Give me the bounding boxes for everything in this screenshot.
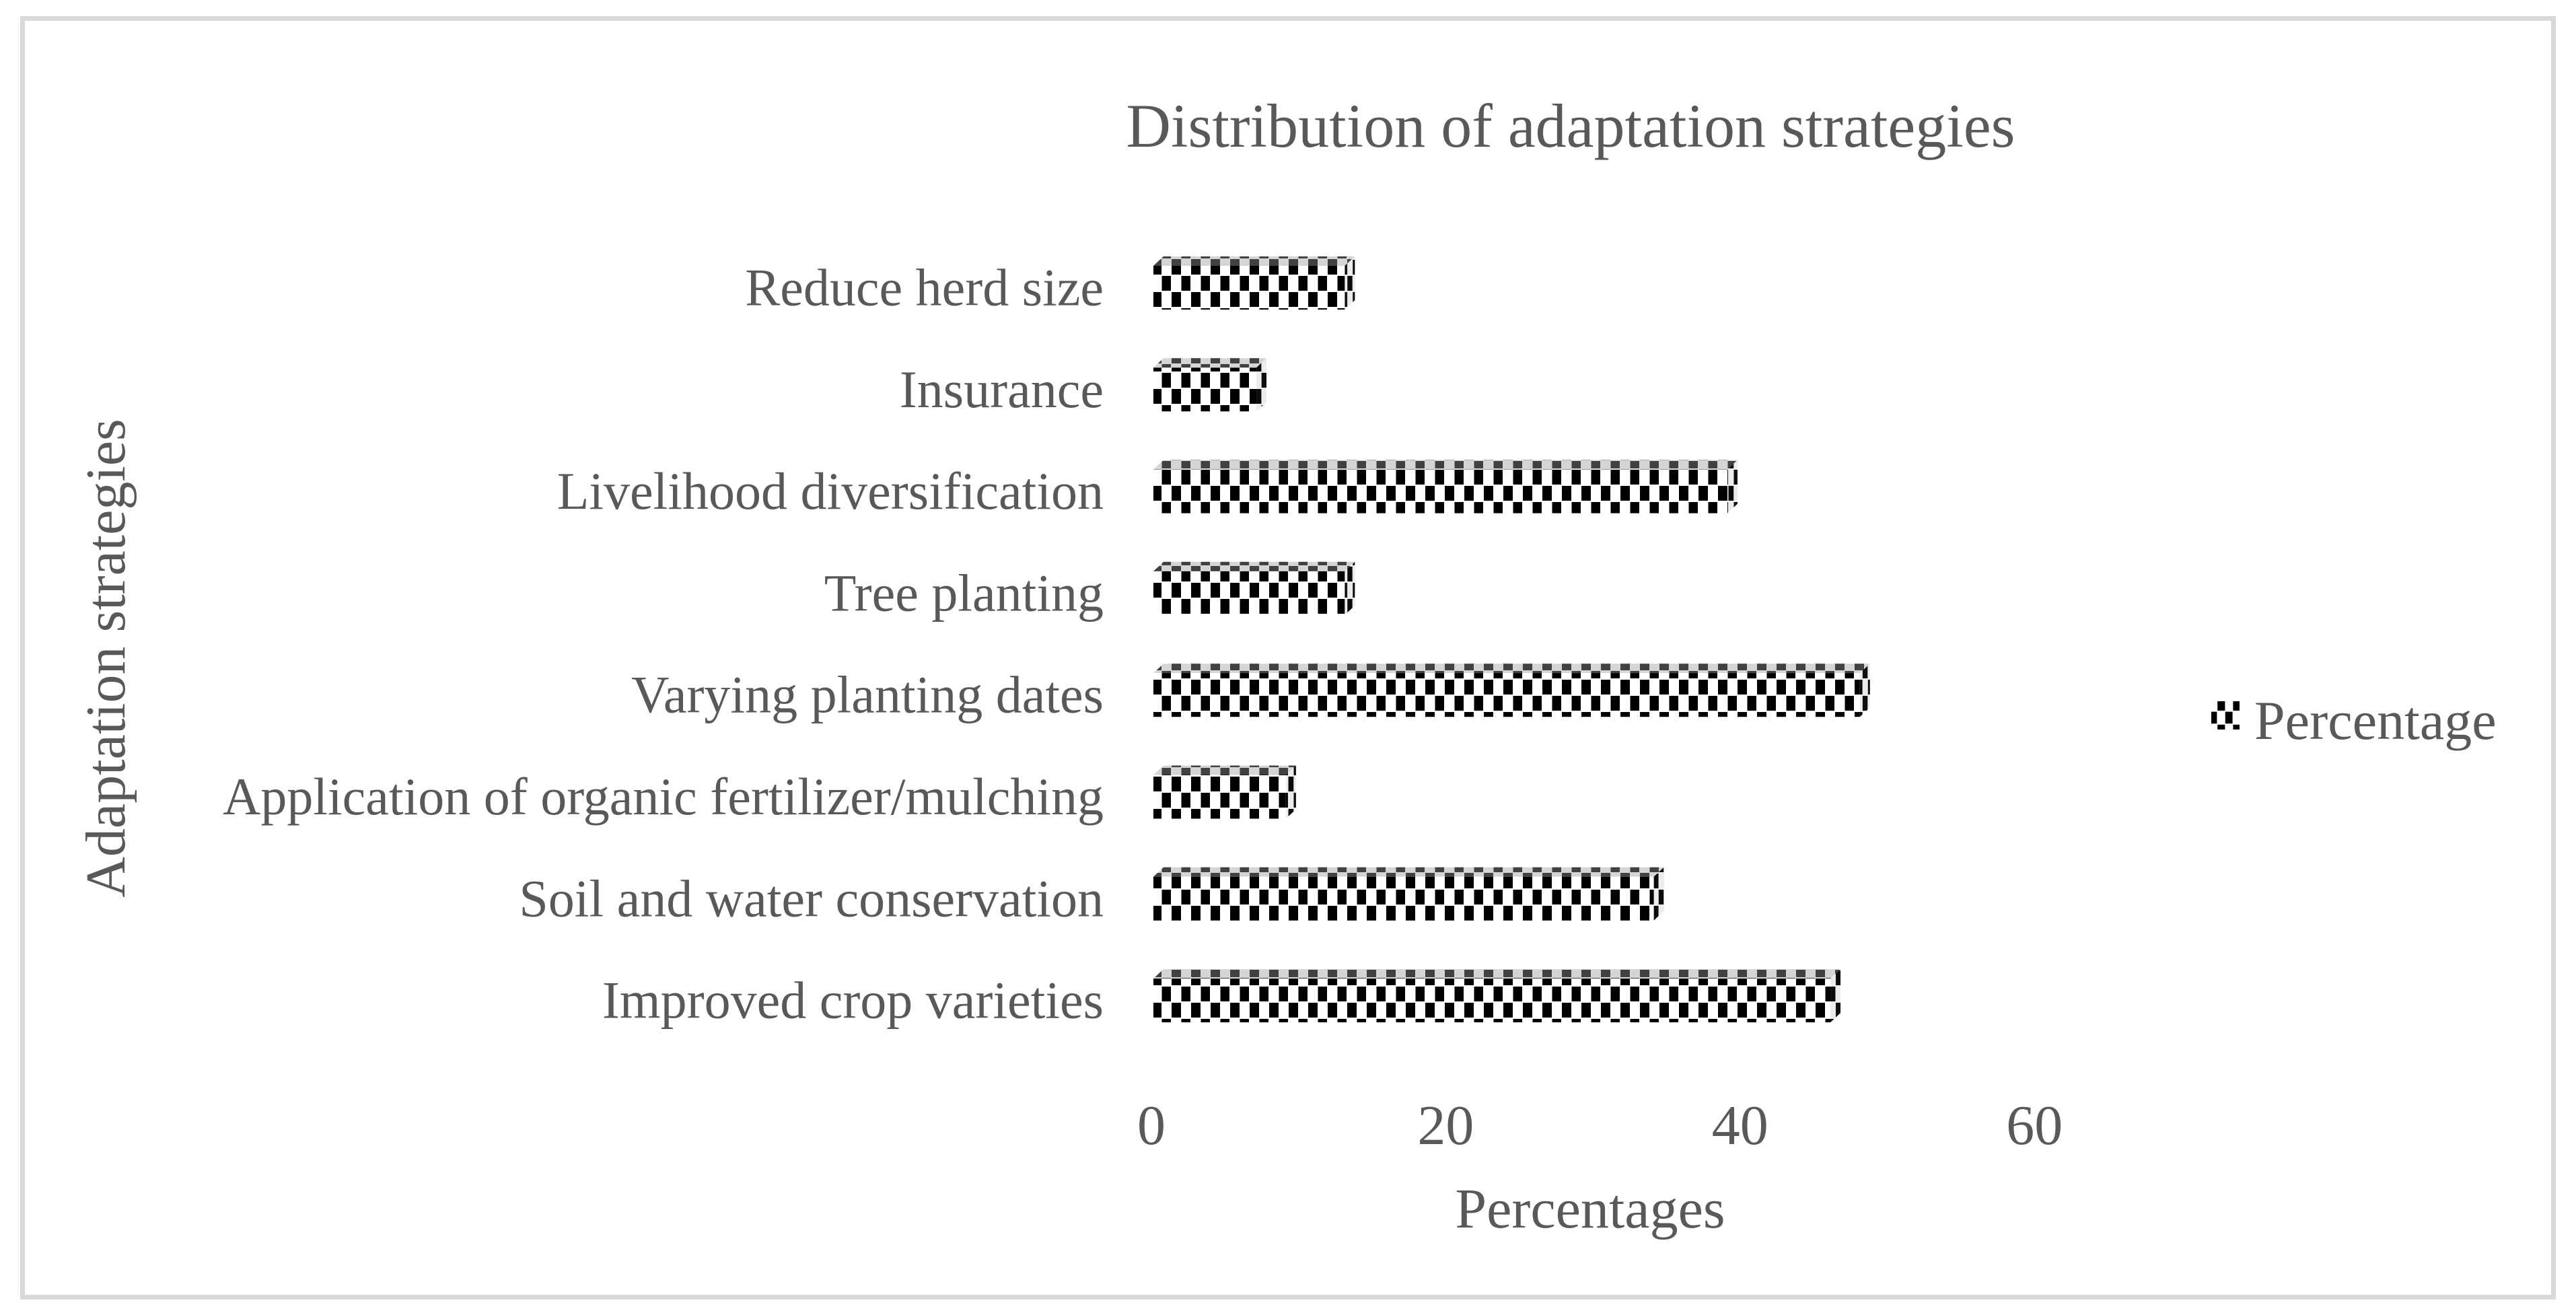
bar-3d bbox=[1153, 358, 1267, 412]
bar-top-shade bbox=[1153, 358, 1267, 368]
bar-side-shade bbox=[1285, 765, 1296, 819]
bar-top-face bbox=[1153, 969, 1841, 979]
bar-3d bbox=[1153, 867, 1664, 921]
bar-top-shade bbox=[1153, 460, 1738, 470]
bar-3d bbox=[1153, 969, 1841, 1023]
chart-title: Distribution of adaptation strategies bbox=[1126, 92, 2015, 160]
category-label: Reduce herd size bbox=[745, 258, 1104, 317]
chart-border bbox=[20, 16, 2556, 1300]
bar-side-face bbox=[1256, 358, 1267, 412]
bar-top-face bbox=[1153, 561, 1355, 571]
category-label: Soil and water conservation bbox=[519, 869, 1104, 927]
bar-3d bbox=[1153, 460, 1738, 513]
x-tick-labels-group: 0 20 40 60 bbox=[1137, 1094, 2063, 1157]
bar-side-shade bbox=[1345, 256, 1355, 310]
bar-front-face bbox=[1153, 571, 1345, 615]
x-tick-label: 40 bbox=[1712, 1094, 1768, 1157]
bar-top-shade bbox=[1153, 969, 1841, 979]
y-axis-title: Adaptation strategies bbox=[75, 419, 137, 897]
bar-3d bbox=[1153, 664, 1870, 717]
bars-group bbox=[1153, 256, 1870, 1023]
bar-side-face bbox=[1830, 969, 1841, 1023]
bar-top-shade bbox=[1153, 664, 1870, 674]
bar-top-face bbox=[1153, 460, 1738, 470]
x-tick-label: 20 bbox=[1417, 1094, 1474, 1157]
category-label: Improved crop varieties bbox=[602, 971, 1104, 1030]
bar-side-shade bbox=[1653, 867, 1664, 921]
legend-label: Percentage bbox=[2254, 690, 2497, 751]
bar-top-face bbox=[1153, 256, 1355, 266]
bar-side-face bbox=[1727, 460, 1738, 513]
legend-checkered-marker-icon bbox=[2211, 701, 2240, 730]
category-label: Application of organic fertilizer/mulchi… bbox=[223, 767, 1104, 826]
bar-front-face bbox=[1153, 673, 1860, 717]
bar-side-face bbox=[1345, 561, 1355, 615]
category-label: Varying planting dates bbox=[631, 666, 1104, 724]
category-label: Tree planting bbox=[824, 563, 1104, 622]
bar-side-shade bbox=[1256, 358, 1267, 412]
bar-top-shade bbox=[1153, 561, 1355, 571]
bar-top-shade bbox=[1153, 867, 1664, 877]
bar-side-face bbox=[1285, 765, 1296, 819]
bar-3d bbox=[1153, 561, 1355, 615]
bar-top-face bbox=[1153, 358, 1267, 368]
bar-top-face bbox=[1153, 664, 1870, 674]
bar-side-shade bbox=[1345, 561, 1355, 615]
bar-front-face bbox=[1153, 876, 1654, 921]
bar-top-face bbox=[1153, 867, 1664, 877]
bar-side-face bbox=[1345, 256, 1355, 310]
bar-front-face bbox=[1153, 469, 1727, 513]
category-labels-group: Reduce herd size Insurance Livelihood dive… bbox=[223, 258, 1104, 1030]
bar-side-shade bbox=[1830, 969, 1841, 1023]
category-label: Insurance bbox=[900, 360, 1104, 419]
bar-front-face bbox=[1153, 979, 1831, 1023]
bar-3d bbox=[1153, 765, 1296, 819]
bar-top-shade bbox=[1153, 765, 1296, 775]
x-tick-label: 0 bbox=[1137, 1094, 1166, 1157]
bar-front-face bbox=[1153, 266, 1345, 310]
bar-front-face bbox=[1153, 367, 1257, 412]
x-axis-title: Percentages bbox=[1455, 1178, 1725, 1240]
bar-side-shade bbox=[1727, 460, 1738, 513]
bar-3d bbox=[1153, 256, 1355, 310]
bar-front-face bbox=[1153, 775, 1286, 819]
bar-side-shade bbox=[1859, 664, 1870, 717]
legend: Percentage bbox=[2211, 690, 2497, 751]
bar-top-shade bbox=[1153, 256, 1355, 266]
bar-top-face bbox=[1153, 765, 1296, 775]
category-label: Livelihood diversification bbox=[557, 462, 1104, 520]
bar-side-face bbox=[1859, 664, 1870, 717]
bar-side-face bbox=[1653, 867, 1664, 921]
x-tick-label: 60 bbox=[2006, 1094, 2063, 1157]
